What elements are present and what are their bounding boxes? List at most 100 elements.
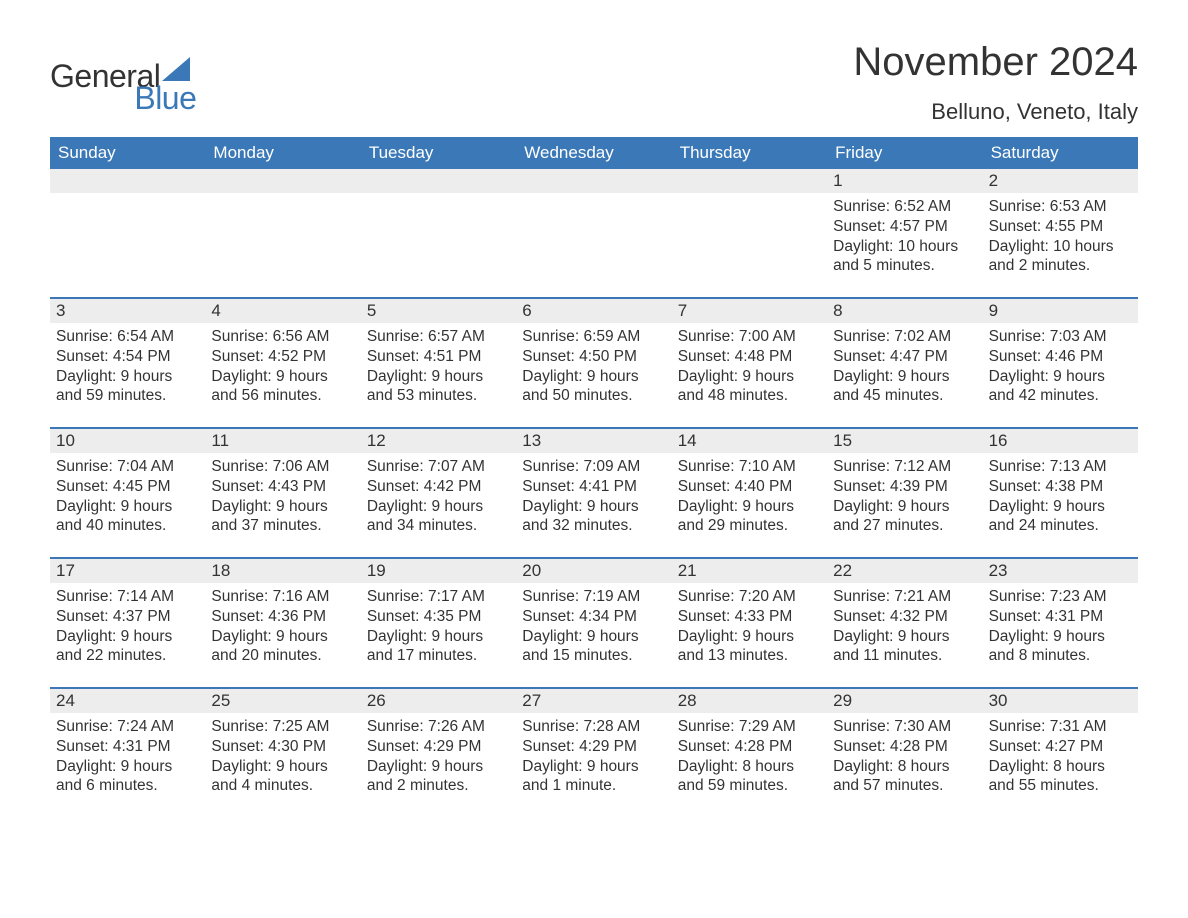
day-number: 15	[827, 429, 982, 453]
daylight-line-1: Daylight: 9 hours	[989, 497, 1132, 517]
day-number: 9	[983, 299, 1138, 323]
daylight-line-2: and 42 minutes.	[989, 386, 1132, 406]
day-cell: 29Sunrise: 7:30 AMSunset: 4:28 PMDayligh…	[827, 689, 982, 817]
sunset-line: Sunset: 4:40 PM	[678, 477, 821, 497]
month-title: November 2024	[853, 40, 1138, 85]
day-number: 18	[205, 559, 360, 583]
day-cell: 28Sunrise: 7:29 AMSunset: 4:28 PMDayligh…	[672, 689, 827, 817]
daylight-line-2: and 50 minutes.	[522, 386, 665, 406]
daylight-line-1: Daylight: 9 hours	[833, 367, 976, 387]
day-cell: 14Sunrise: 7:10 AMSunset: 4:40 PMDayligh…	[672, 429, 827, 557]
sunrise-line: Sunrise: 7:19 AM	[522, 587, 665, 607]
daylight-line-1: Daylight: 9 hours	[678, 367, 821, 387]
day-body: Sunrise: 7:13 AMSunset: 4:38 PMDaylight:…	[983, 453, 1138, 536]
sunrise-line: Sunrise: 7:14 AM	[56, 587, 199, 607]
daylight-line-2: and 2 minutes.	[989, 256, 1132, 276]
sunset-line: Sunset: 4:52 PM	[211, 347, 354, 367]
day-cell: 8Sunrise: 7:02 AMSunset: 4:47 PMDaylight…	[827, 299, 982, 427]
day-body: Sunrise: 6:54 AMSunset: 4:54 PMDaylight:…	[50, 323, 205, 406]
day-cell: 9 Sunrise: 7:03 AMSunset: 4:46 PMDaylight…	[983, 299, 1138, 427]
day-body: Sunrise: 7:09 AMSunset: 4:41 PMDaylight:…	[516, 453, 671, 536]
day-number: 29	[827, 689, 982, 713]
week-row: 24Sunrise: 7:24 AMSunset: 4:31 PMDayligh…	[50, 687, 1138, 817]
day-cell: 23Sunrise: 7:23 AMSunset: 4:31 PMDayligh…	[983, 559, 1138, 687]
day-number: 17	[50, 559, 205, 583]
daylight-line-1: Daylight: 9 hours	[367, 627, 510, 647]
sunset-line: Sunset: 4:47 PM	[833, 347, 976, 367]
day-number: 1	[827, 169, 982, 193]
sunrise-line: Sunrise: 7:02 AM	[833, 327, 976, 347]
day-cell: 22Sunrise: 7:21 AMSunset: 4:32 PMDayligh…	[827, 559, 982, 687]
day-number: 13	[516, 429, 671, 453]
daylight-line-2: and 15 minutes.	[522, 646, 665, 666]
day-number: 7	[672, 299, 827, 323]
day-cell: 1Sunrise: 6:52 AMSunset: 4:57 PMDaylight…	[827, 169, 982, 297]
daylight-line-2: and 20 minutes.	[211, 646, 354, 666]
day-number: 16	[983, 429, 1138, 453]
sunrise-line: Sunrise: 7:28 AM	[522, 717, 665, 737]
header: General Blue November 2024 Belluno, Vene…	[50, 40, 1138, 125]
daylight-line-2: and 11 minutes.	[833, 646, 976, 666]
daylight-line-2: and 5 minutes.	[833, 256, 976, 276]
sail-icon	[162, 57, 190, 81]
sunrise-line: Sunrise: 7:09 AM	[522, 457, 665, 477]
day-body: Sunrise: 6:53 AMSunset: 4:55 PMDaylight:…	[983, 193, 1138, 276]
title-block: November 2024 Belluno, Veneto, Italy	[853, 40, 1138, 125]
daylight-line-1: Daylight: 9 hours	[989, 367, 1132, 387]
sunset-line: Sunset: 4:29 PM	[522, 737, 665, 757]
day-cell: .	[516, 169, 671, 297]
day-cell: 5Sunrise: 6:57 AMSunset: 4:51 PMDaylight…	[361, 299, 516, 427]
day-number: 24	[50, 689, 205, 713]
daylight-line-2: and 59 minutes.	[678, 776, 821, 796]
sunrise-line: Sunrise: 6:57 AM	[367, 327, 510, 347]
sunset-line: Sunset: 4:51 PM	[367, 347, 510, 367]
day-cell: .	[361, 169, 516, 297]
day-number: 28	[672, 689, 827, 713]
sunset-line: Sunset: 4:31 PM	[56, 737, 199, 757]
day-cell: 11Sunrise: 7:06 AMSunset: 4:43 PMDayligh…	[205, 429, 360, 557]
day-body: Sunrise: 7:16 AMSunset: 4:36 PMDaylight:…	[205, 583, 360, 666]
day-cell: 6Sunrise: 6:59 AMSunset: 4:50 PMDaylight…	[516, 299, 671, 427]
daylight-line-1: Daylight: 9 hours	[211, 627, 354, 647]
sunset-line: Sunset: 4:34 PM	[522, 607, 665, 627]
daylight-line-1: Daylight: 9 hours	[211, 367, 354, 387]
day-number: .	[672, 169, 827, 193]
day-body: Sunrise: 7:21 AMSunset: 4:32 PMDaylight:…	[827, 583, 982, 666]
sunset-line: Sunset: 4:28 PM	[833, 737, 976, 757]
sunset-line: Sunset: 4:46 PM	[989, 347, 1132, 367]
day-body: Sunrise: 7:20 AMSunset: 4:33 PMDaylight:…	[672, 583, 827, 666]
daylight-line-1: Daylight: 9 hours	[367, 757, 510, 777]
daylight-line-2: and 55 minutes.	[989, 776, 1132, 796]
daylight-line-1: Daylight: 9 hours	[56, 627, 199, 647]
daylight-line-2: and 24 minutes.	[989, 516, 1132, 536]
day-cell: 7Sunrise: 7:00 AMSunset: 4:48 PMDaylight…	[672, 299, 827, 427]
daylight-line-1: Daylight: 9 hours	[522, 497, 665, 517]
week-row: 3Sunrise: 6:54 AMSunset: 4:54 PMDaylight…	[50, 297, 1138, 427]
daylight-line-2: and 40 minutes.	[56, 516, 199, 536]
daylight-line-2: and 27 minutes.	[833, 516, 976, 536]
day-number: 20	[516, 559, 671, 583]
sunset-line: Sunset: 4:29 PM	[367, 737, 510, 757]
daylight-line-2: and 59 minutes.	[56, 386, 199, 406]
day-cell: 19Sunrise: 7:17 AMSunset: 4:35 PMDayligh…	[361, 559, 516, 687]
sunset-line: Sunset: 4:30 PM	[211, 737, 354, 757]
sunrise-line: Sunrise: 7:21 AM	[833, 587, 976, 607]
day-number: 14	[672, 429, 827, 453]
day-body: Sunrise: 7:19 AMSunset: 4:34 PMDaylight:…	[516, 583, 671, 666]
day-cell: 27Sunrise: 7:28 AMSunset: 4:29 PMDayligh…	[516, 689, 671, 817]
day-cell: 15Sunrise: 7:12 AMSunset: 4:39 PMDayligh…	[827, 429, 982, 557]
day-number: 19	[361, 559, 516, 583]
sunrise-line: Sunrise: 7:17 AM	[367, 587, 510, 607]
day-body: Sunrise: 7:12 AMSunset: 4:39 PMDaylight:…	[827, 453, 982, 536]
daylight-line-2: and 34 minutes.	[367, 516, 510, 536]
sunset-line: Sunset: 4:36 PM	[211, 607, 354, 627]
day-number: 11	[205, 429, 360, 453]
sunrise-line: Sunrise: 7:03 AM	[989, 327, 1132, 347]
daylight-line-1: Daylight: 9 hours	[522, 367, 665, 387]
sunset-line: Sunset: 4:33 PM	[678, 607, 821, 627]
daylight-line-2: and 1 minute.	[522, 776, 665, 796]
day-body: Sunrise: 7:10 AMSunset: 4:40 PMDaylight:…	[672, 453, 827, 536]
sunrise-line: Sunrise: 7:25 AM	[211, 717, 354, 737]
sunrise-line: Sunrise: 7:10 AM	[678, 457, 821, 477]
sunrise-line: Sunrise: 7:20 AM	[678, 587, 821, 607]
